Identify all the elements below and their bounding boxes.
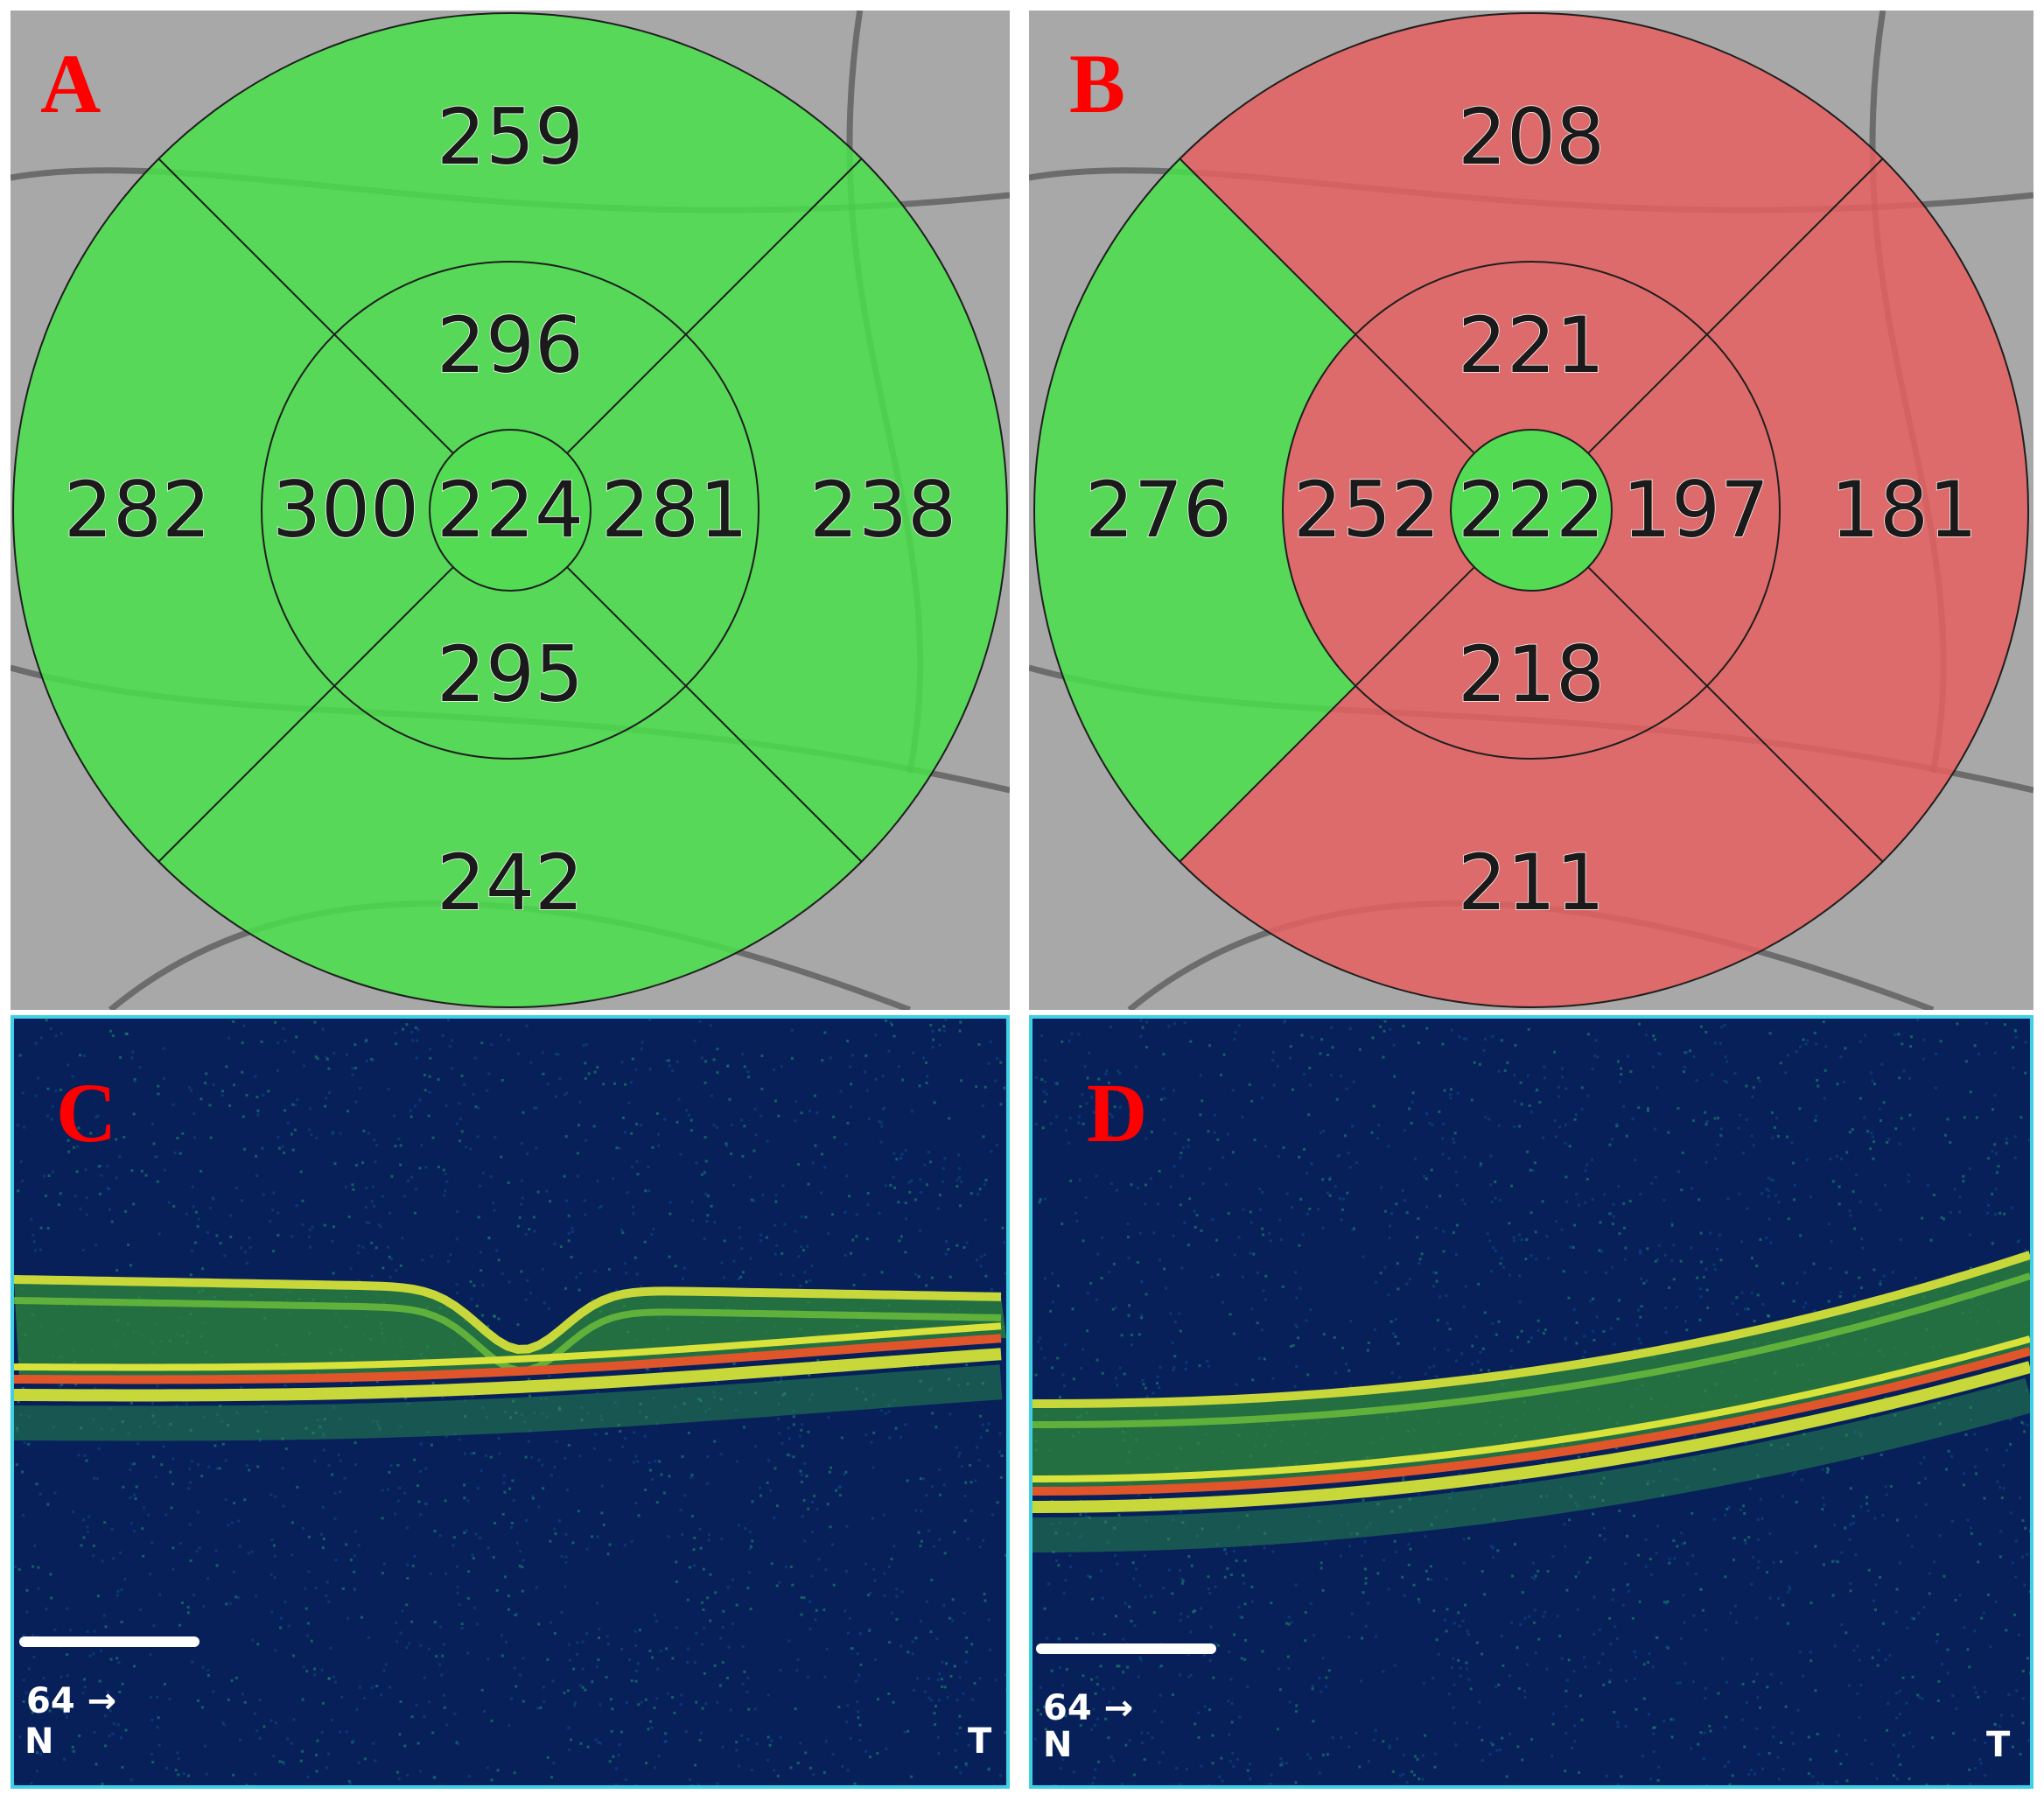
panel-d-oct-scan: D 64 → N T: [1029, 1015, 2034, 1789]
nerve-fiber-layer: [1032, 1251, 2030, 1408]
thickness-value-inner-nasal: 252: [1293, 465, 1440, 555]
grid-divider: [1587, 566, 1884, 863]
etdrs-grid-a: 224 296 295 259 242 300 282 281 238: [10, 11, 1010, 1010]
grid-divider: [566, 566, 863, 863]
grid-divider: [566, 158, 863, 454]
sector-outer-nasal: [1034, 158, 1356, 862]
grid-ring: [12, 12, 1008, 1008]
oct-bscan-d: [1032, 1019, 2030, 1785]
sector-inner-superior: [1355, 262, 1707, 453]
panel-label-b: B: [1069, 37, 1126, 130]
thickness-value-outer-nasal: 282: [64, 465, 211, 555]
rpe-layer: [1032, 1347, 2030, 1496]
thickness-value-outer-temporal: 238: [809, 465, 956, 555]
scan-number-c: 64 →: [26, 1684, 116, 1719]
grid-ring: [261, 261, 760, 760]
thickness-value-outer-temporal: 181: [1830, 465, 1978, 555]
nasal-label-c: N: [24, 1721, 54, 1762]
panel-label-d: D: [1087, 1066, 1148, 1160]
sector-outer-nasal: [12, 158, 335, 862]
grid-divider: [1179, 158, 1475, 454]
sector-outer-inferior: [158, 685, 862, 1007]
sector-center: [1451, 430, 1612, 591]
nasal-label-d: N: [1043, 1725, 1073, 1765]
thickness-value-center: 224: [437, 465, 584, 555]
panel-label-c: C: [56, 1066, 117, 1160]
thickness-value-inner-inferior: 218: [1458, 629, 1605, 719]
etdrs-grid-b: 222 221 218 208 211 252 276 197 181: [1029, 11, 2034, 1010]
sector-outer-superior: [1180, 13, 1883, 335]
thickness-value-outer-nasal: 276: [1085, 465, 1232, 555]
temporal-label-d: T: [1986, 1725, 2011, 1765]
scan-number-c-value: 64: [26, 1681, 75, 1721]
choroid: [14, 1364, 1003, 1441]
thickness-value-inner-superior: 221: [1458, 300, 1605, 390]
sector-center: [430, 430, 591, 591]
grid-divider: [1179, 566, 1475, 863]
grid-divider: [158, 158, 454, 454]
sector-outer-temporal: [1706, 158, 2028, 862]
arrow-right-icon: →: [87, 1681, 117, 1721]
grid-ring: [1282, 261, 1781, 760]
scale-bar-c: [19, 1636, 200, 1647]
thickness-value-outer-inferior: 242: [437, 837, 584, 928]
sector-inner-nasal: [262, 334, 453, 686]
scan-number-d: 64 →: [1043, 1691, 1133, 1726]
oct-bscan-c: [14, 1019, 1006, 1785]
thickness-value-center: 222: [1458, 465, 1605, 555]
sector-inner-inferior: [334, 567, 686, 759]
sector-inner-inferior: [1355, 567, 1707, 759]
sector-inner-superior: [334, 262, 686, 453]
grid-ring: [1450, 429, 1613, 592]
arrow-right-icon: →: [1103, 1688, 1134, 1728]
panel-b-thickness-map: 222 221 218 208 211 252 276 197 181 B: [1029, 11, 2034, 1010]
sector-inner-temporal: [1588, 334, 1780, 686]
thickness-value-inner-temporal: 281: [601, 465, 748, 555]
sector-outer-inferior: [1180, 685, 1883, 1007]
grid-ring: [1033, 12, 2029, 1008]
thickness-value-inner-temporal: 197: [1622, 465, 1769, 555]
grid-divider: [1587, 158, 1884, 454]
thickness-value-outer-inferior: 211: [1458, 837, 1605, 928]
scan-number-d-value: 64: [1043, 1688, 1092, 1728]
grid-ring: [429, 429, 592, 592]
thickness-value-outer-superior: 208: [1458, 92, 1605, 182]
temporal-label-c: T: [968, 1721, 992, 1762]
panel-c-oct-scan: C 64 → N T: [10, 1015, 1010, 1789]
nerve-fiber-layer: [14, 1275, 1002, 1354]
thickness-value-inner-inferior: 295: [437, 629, 584, 719]
sector-outer-superior: [158, 13, 862, 335]
choroid: [1032, 1377, 2030, 1552]
sector-inner-temporal: [567, 334, 759, 686]
thickness-value-inner-superior: 296: [437, 300, 584, 390]
panel-label-a: A: [40, 37, 102, 130]
scale-bar-d: [1036, 1643, 1216, 1654]
rpe-layer: [14, 1334, 1002, 1384]
grid-divider: [158, 566, 454, 863]
sector-inner-nasal: [1283, 334, 1474, 686]
thickness-value-inner-nasal: 300: [272, 465, 419, 555]
sector-outer-temporal: [685, 158, 1007, 862]
thickness-value-outer-superior: 259: [437, 92, 584, 182]
panel-a-thickness-map: 224 296 295 259 242 300 282 281 238 A: [10, 11, 1010, 1010]
